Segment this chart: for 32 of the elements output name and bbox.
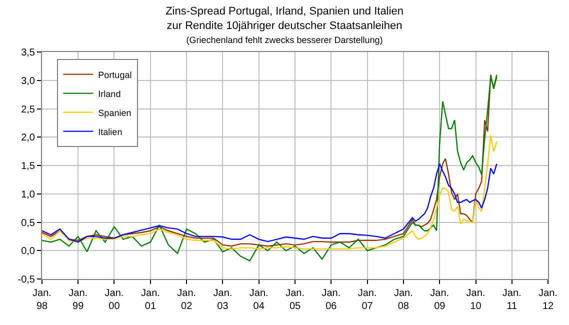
legend-label: Spanien	[98, 108, 132, 118]
x-tick-label: Jan. 06	[322, 288, 341, 312]
y-tick-label: 2,0	[21, 132, 36, 144]
x-tick-label: Jan. 10	[466, 288, 486, 312]
y-tick-label: 1,0	[21, 189, 36, 200]
x-tick-label: Jan. 04	[249, 288, 268, 312]
line-series	[42, 134, 498, 250]
x-tick-label: Jan. 09	[430, 288, 450, 312]
x-tick-label: Jan. 98	[32, 288, 52, 312]
legend-label: Italien	[98, 126, 122, 137]
line-series	[42, 163, 498, 243]
x-tick-label: Jan. 99	[68, 288, 88, 312]
x-tick-label: Jan. 12	[538, 288, 558, 312]
y-tick-label: 0,5	[21, 218, 36, 229]
x-tick-label: Jan. 01	[141, 288, 160, 312]
y-tick-label: -0,5	[18, 274, 36, 286]
y-tick-label: 0,0	[21, 246, 36, 258]
y-tick-label: 2,5	[21, 104, 36, 116]
x-tick-label: Jan. 05	[286, 288, 305, 312]
x-tick-label: Jan. 07	[358, 288, 377, 312]
y-tick-label: 1,5	[21, 161, 36, 172]
chart-subtitle: (Griechenland fehlt zwecks besserer Darstellung)	[186, 35, 383, 46]
legend-label: Irland	[98, 88, 121, 99]
y-tick-label: 3,0	[21, 76, 36, 87]
x-tick-label: Jan. 11	[502, 288, 522, 312]
x-tick-label: Jan. 08	[394, 288, 413, 312]
x-tick-label: Jan. 00	[104, 288, 124, 312]
y-tick-label: 3,5	[21, 48, 36, 58]
x-tick-label: Jan. 03	[213, 288, 232, 312]
legend-label: Portugal	[98, 70, 132, 80]
x-tick-label: Jan. 02	[177, 288, 196, 312]
chart-title: Zins-Spread Portugal, Irland, Spanien und Italien zur Rendite 10jähriger deutscher Staatsanleihen	[166, 6, 404, 32]
